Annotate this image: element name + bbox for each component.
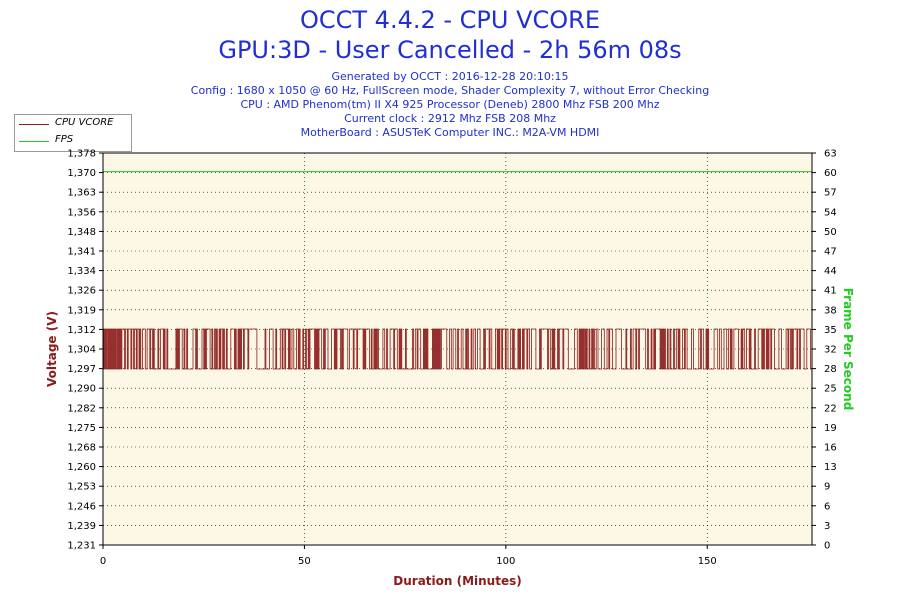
- y-tick-label: 1,363: [67, 188, 96, 199]
- y2-tick-label: 19: [824, 423, 837, 434]
- x-tick-label: 150: [698, 556, 717, 567]
- y-tick-label: 1,231: [67, 541, 96, 552]
- y2-tick-label: 0: [824, 541, 830, 552]
- y-tick-label: 1,348: [67, 227, 96, 238]
- y2-tick-label: 38: [824, 305, 837, 316]
- y2-tick-label: 16: [824, 443, 837, 454]
- y-tick-label: 1,356: [67, 207, 96, 218]
- y2-tick-label: 9: [824, 482, 830, 493]
- y2-tick-label: 28: [824, 364, 837, 375]
- y2-tick-label: 25: [824, 384, 837, 395]
- y2-tick-label: 63: [824, 149, 837, 160]
- y2-tick-label: 47: [824, 247, 837, 258]
- y2-tick-label: 44: [824, 266, 837, 277]
- info-cpu: CPU : AMD Phenom(tm) II X4 925 Processor…: [240, 98, 660, 111]
- series-line-cpu-vcore: [102, 328, 812, 370]
- legend-label-fps: FPS: [55, 134, 74, 145]
- y2-tick-label: 13: [824, 462, 837, 473]
- y2-tick-label: 54: [824, 207, 837, 218]
- plot-frame: [102, 152, 813, 546]
- y-tick-label: 1,297: [67, 364, 96, 375]
- y-tick-label: 1,282: [67, 403, 96, 414]
- legend-swatch-fps: [19, 141, 49, 142]
- y2-tick-label: 3: [824, 521, 830, 532]
- legend: CPU VCORE FPS: [14, 114, 132, 152]
- y-tick-label: 1,268: [67, 443, 96, 454]
- x-tick-label: 0: [100, 556, 106, 567]
- y-tick-label: 1,253: [67, 482, 96, 493]
- y-tick-label: 1,290: [67, 384, 96, 395]
- y2-tick-label: 60: [824, 168, 837, 179]
- info-config: Config : 1680 x 1050 @ 60 Hz, FullScreen…: [190, 84, 710, 97]
- y-tick-label: 1,312: [67, 325, 96, 336]
- y2-axis-label: Frame Per Second: [841, 288, 855, 411]
- legend-swatch-cpu-vcore: [19, 124, 49, 125]
- legend-label-cpu-vcore: CPU VCORE: [55, 117, 114, 128]
- info-motherboard: MotherBoard : ASUSTeK Computer INC.: M2A…: [300, 126, 600, 139]
- y-tick-label: 1,246: [67, 501, 96, 512]
- info-generated: Generated by OCCT : 2016-12-28 20:10:15: [331, 70, 569, 83]
- y2-tick-label: 57: [824, 188, 837, 199]
- plot-area: [103, 153, 812, 545]
- x-tick-label: 100: [496, 556, 515, 567]
- y-tick-label: 1,304: [67, 345, 96, 356]
- y-tick-label: 1,341: [67, 247, 96, 258]
- chart-title: OCCT 4.4.2 - CPU VCORE: [299, 6, 600, 34]
- y2-tick-label: 22: [824, 403, 837, 414]
- y-axis-label: Voltage (V): [45, 311, 59, 387]
- y-tick-label: 1,260: [67, 462, 96, 473]
- y-tick-label: 1,275: [67, 423, 96, 434]
- y2-tick-label: 35: [824, 325, 837, 336]
- y-tick-label: 1,370: [67, 168, 96, 179]
- y-tick-label: 1,319: [67, 305, 96, 316]
- info-current-clock: Current clock : 2912 Mhz FSB 208 Mhz: [344, 112, 556, 125]
- y2-tick-label: 6: [824, 501, 830, 512]
- y2-tick-label: 50: [824, 227, 837, 238]
- y2-tick-label: 32: [824, 345, 837, 356]
- x-axis-label: Duration (Minutes): [393, 574, 521, 588]
- y-tick-label: 1,239: [67, 521, 96, 532]
- y-tick-label: 1,326: [67, 286, 96, 297]
- y2-tick-label: 41: [824, 286, 837, 297]
- legend-item-fps: FPS: [15, 134, 131, 148]
- y-tick-label: 1,334: [67, 266, 96, 277]
- x-tick-label: 50: [298, 556, 311, 567]
- chart-subtitle: GPU:3D - User Cancelled - 2h 56m 08s: [218, 36, 682, 64]
- legend-item-cpu-vcore: CPU VCORE: [15, 117, 131, 131]
